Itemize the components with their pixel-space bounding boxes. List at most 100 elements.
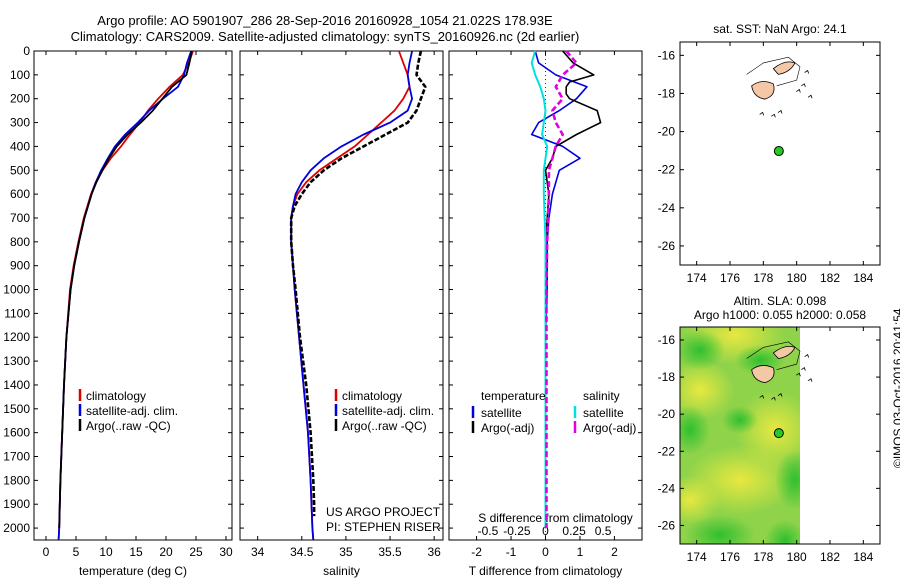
x-tick-label: 36	[427, 545, 441, 559]
sla-low-region	[685, 515, 755, 544]
y-tick-label: 1900	[3, 497, 30, 511]
map-title: sat. SST: NaN Argo: 24.1	[713, 22, 847, 36]
lon-tick-label: 182	[820, 271, 840, 285]
top-tick-label: -0.5	[478, 524, 499, 538]
y-tick-label: 1000	[3, 283, 30, 297]
series-line-satellite-adj-clim-	[290, 50, 414, 541]
small-island	[807, 94, 813, 99]
x-tick-label: 25	[189, 545, 203, 559]
sla-low-region	[680, 405, 710, 455]
legend-label: satellite	[583, 406, 624, 420]
x-tick-label: 15	[129, 545, 143, 559]
small-island	[807, 378, 813, 382]
lat-tick-label: -26	[658, 239, 676, 253]
annotation-label: US ARGO PROJECT	[326, 505, 441, 519]
map-frame	[679, 41, 881, 266]
float-position-marker	[773, 428, 784, 439]
y-tick-label: 300	[10, 116, 30, 130]
legend-label: climatology	[86, 389, 146, 403]
lon-tick-label: 174	[687, 550, 707, 564]
legend-label: Argo(-adj)	[583, 421, 636, 435]
small-island	[771, 396, 776, 401]
sla-low-region	[765, 520, 800, 544]
x-axis-label: temperature (deg C)	[79, 564, 187, 578]
series-line-salinity-argo-adj-	[545, 50, 578, 529]
sla-high-region	[680, 360, 735, 420]
small-island	[796, 88, 801, 93]
x-tick-label: 1	[577, 545, 584, 559]
small-island	[759, 394, 765, 399]
x-tick-label: 5	[73, 545, 80, 559]
small-island	[771, 113, 776, 118]
y-tick-label: 1500	[3, 402, 30, 416]
lon-tick-label: 180	[787, 550, 807, 564]
x-tick-label: -1	[506, 545, 517, 559]
map-title: Argo h1000: 0.055 h2000: 0.058	[694, 308, 866, 322]
y-tick-label: 1400	[3, 378, 30, 392]
x-axis-label: T difference from climatology	[469, 564, 623, 578]
lat-tick-label: -18	[658, 86, 676, 100]
legend-label: satellite-adj. clim.	[342, 404, 434, 418]
lat-tick-label: -16	[658, 333, 676, 347]
lon-tick-label: 174	[687, 271, 707, 285]
reef-outline	[746, 341, 801, 370]
y-tick-label: 1800	[3, 473, 30, 487]
y-tick-label: 400	[10, 139, 30, 153]
legend-label: climatology	[342, 389, 402, 403]
sla-low-region	[775, 450, 800, 510]
island-vanua-levu	[772, 61, 796, 75]
map-sla-panel: 174 176 178 180 182 184 -16 -18 -20 -22 -24 -26 Alti…	[658, 294, 881, 564]
y-tick-label: 1200	[3, 330, 30, 344]
lon-tick-label: 178	[753, 271, 773, 285]
float-position-marker	[773, 146, 784, 157]
y-tick-label: 1700	[3, 450, 30, 464]
lat-tick-label: -16	[658, 48, 676, 62]
island-viti-levu	[751, 365, 775, 384]
map-title: Altim. SLA: 0.098	[734, 294, 827, 308]
y-tick-label: 900	[10, 259, 30, 273]
sla-low-region	[722, 406, 758, 434]
x-tick-label: 34	[251, 545, 265, 559]
map-frame	[679, 326, 881, 545]
island-outlines	[746, 341, 813, 401]
x-axis-label: salinity	[323, 564, 360, 578]
lat-tick-label: -26	[658, 518, 676, 532]
x-tick-label: 2	[611, 545, 618, 559]
lon-tick-label: 180	[787, 271, 807, 285]
lat-tick-label: -22	[658, 444, 676, 458]
y-tick-label: 800	[10, 235, 30, 249]
y-tick-label: 1300	[3, 354, 30, 368]
y-tick-label: 700	[10, 211, 30, 225]
lon-tick-label: 184	[853, 271, 873, 285]
lon-tick-label: 184	[853, 550, 873, 564]
legend-label: satellite	[481, 406, 522, 420]
legend-label: Argo(-adj)	[481, 421, 534, 435]
small-island	[801, 367, 806, 371]
top-tick-label: 0.5	[595, 524, 612, 538]
sla-high-region	[680, 475, 720, 525]
small-island	[777, 109, 783, 114]
lon-tick-label: 176	[720, 271, 740, 285]
small-island	[801, 83, 806, 87]
title-line-2: Climatology: CARS2009. Satellite-adjuste…	[70, 29, 580, 44]
x-tick-label: 30	[219, 545, 233, 559]
y-tick-label: 1600	[3, 426, 30, 440]
x-tick-label: 10	[99, 545, 113, 559]
y-tick-label: 0	[23, 44, 30, 58]
lat-tick-label: -24	[658, 201, 676, 215]
lat-tick-label: -20	[658, 407, 676, 421]
lon-tick-label: 176	[720, 550, 740, 564]
small-island	[804, 69, 810, 74]
y-tick-label: 200	[10, 92, 30, 106]
x-tick-label: 35.5	[378, 545, 402, 559]
small-island	[759, 111, 765, 116]
lat-tick-label: -18	[658, 370, 676, 384]
y-tick-label: 500	[10, 163, 30, 177]
x-tick-label: 20	[159, 545, 173, 559]
chart-panel-3: -2 -1 0 1 2 T difference from climatology -0.5…	[448, 50, 643, 578]
plot-frame	[239, 50, 444, 541]
map-sst-panel: 174 176 178 180 182 184 -16 -18 -20 -22 -24 -26 sat.…	[658, 22, 881, 285]
lat-tick-label: -20	[658, 125, 676, 139]
plot-frame	[33, 50, 233, 541]
island-outlines	[746, 56, 813, 118]
